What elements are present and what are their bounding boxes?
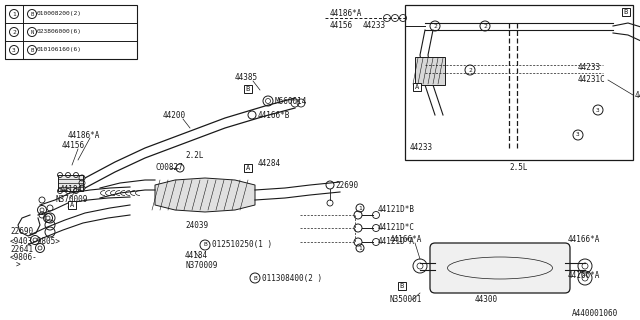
Text: 24039: 24039 (185, 220, 208, 229)
Text: A: A (70, 202, 74, 208)
Text: 1: 1 (358, 245, 362, 251)
Polygon shape (155, 178, 255, 212)
Text: 2: 2 (12, 29, 16, 35)
Bar (58, 175, 83, 191)
Text: 012510250(1 ): 012510250(1 ) (212, 241, 272, 250)
Text: N350001: N350001 (390, 295, 422, 305)
Text: 44385: 44385 (235, 74, 258, 83)
Text: 22690: 22690 (335, 180, 358, 189)
Text: 44166*A: 44166*A (390, 236, 422, 244)
Text: 44231C: 44231C (578, 76, 605, 84)
Text: B: B (624, 9, 628, 15)
Text: 44184: 44184 (60, 186, 83, 195)
Bar (415, 57, 445, 85)
Text: 2: 2 (468, 68, 472, 73)
Text: 1: 1 (358, 205, 362, 211)
Text: M660014: M660014 (275, 97, 307, 106)
Text: N: N (30, 29, 34, 35)
Text: N370009: N370009 (185, 260, 218, 269)
Text: 44300: 44300 (475, 295, 498, 305)
Text: 1: 1 (12, 12, 16, 17)
Text: 011308400(2 ): 011308400(2 ) (262, 274, 322, 283)
Text: 2.2L: 2.2L (185, 150, 204, 159)
Text: 3: 3 (596, 108, 600, 113)
Text: B: B (400, 283, 404, 289)
Text: B: B (30, 12, 34, 17)
Bar (405, 5, 633, 160)
Text: 44156: 44156 (62, 141, 85, 150)
Text: 3: 3 (12, 47, 16, 52)
Text: 44166*B: 44166*B (258, 110, 291, 119)
Text: >: > (16, 260, 20, 269)
Text: 22641: 22641 (10, 244, 33, 253)
Text: 44186*A: 44186*A (330, 9, 362, 18)
Text: 44233: 44233 (578, 62, 601, 71)
Text: 44121D*C: 44121D*C (378, 223, 415, 233)
FancyBboxPatch shape (430, 243, 570, 293)
Text: 2: 2 (483, 23, 487, 28)
Text: 2.5L: 2.5L (509, 164, 527, 172)
Text: 44200: 44200 (163, 111, 186, 121)
Text: C00827: C00827 (155, 164, 183, 172)
Text: B: B (30, 47, 34, 52)
Text: 44184: 44184 (185, 251, 208, 260)
Text: 44233: 44233 (363, 21, 386, 30)
Text: 44156: 44156 (330, 20, 353, 29)
Bar (5, 5, 137, 59)
Text: 44166*A: 44166*A (568, 236, 600, 244)
Text: 023806000(6): 023806000(6) (37, 29, 82, 35)
Text: 44186*A: 44186*A (68, 131, 100, 140)
Text: 2: 2 (433, 23, 437, 28)
Text: 44200: 44200 (635, 91, 640, 100)
Text: 3: 3 (576, 132, 580, 138)
Text: 010008200(2): 010008200(2) (37, 12, 82, 17)
Text: B: B (246, 86, 250, 92)
Text: B: B (203, 243, 207, 247)
Text: 44233: 44233 (410, 143, 433, 153)
Text: <9806-: <9806- (10, 252, 38, 261)
Text: 010106160(6): 010106160(6) (37, 47, 82, 52)
Text: 44121D*A: 44121D*A (378, 237, 415, 246)
Text: 44284: 44284 (258, 158, 281, 167)
Text: B: B (253, 276, 257, 281)
Text: 22690: 22690 (10, 228, 33, 236)
Text: <9403-9805>: <9403-9805> (10, 236, 61, 245)
Text: A: A (415, 84, 419, 90)
Text: A: A (246, 165, 250, 171)
Text: A440001060: A440001060 (572, 308, 618, 317)
Text: 44166*A: 44166*A (568, 271, 600, 281)
Text: 44121D*B: 44121D*B (378, 205, 415, 214)
Text: N370009: N370009 (55, 196, 88, 204)
